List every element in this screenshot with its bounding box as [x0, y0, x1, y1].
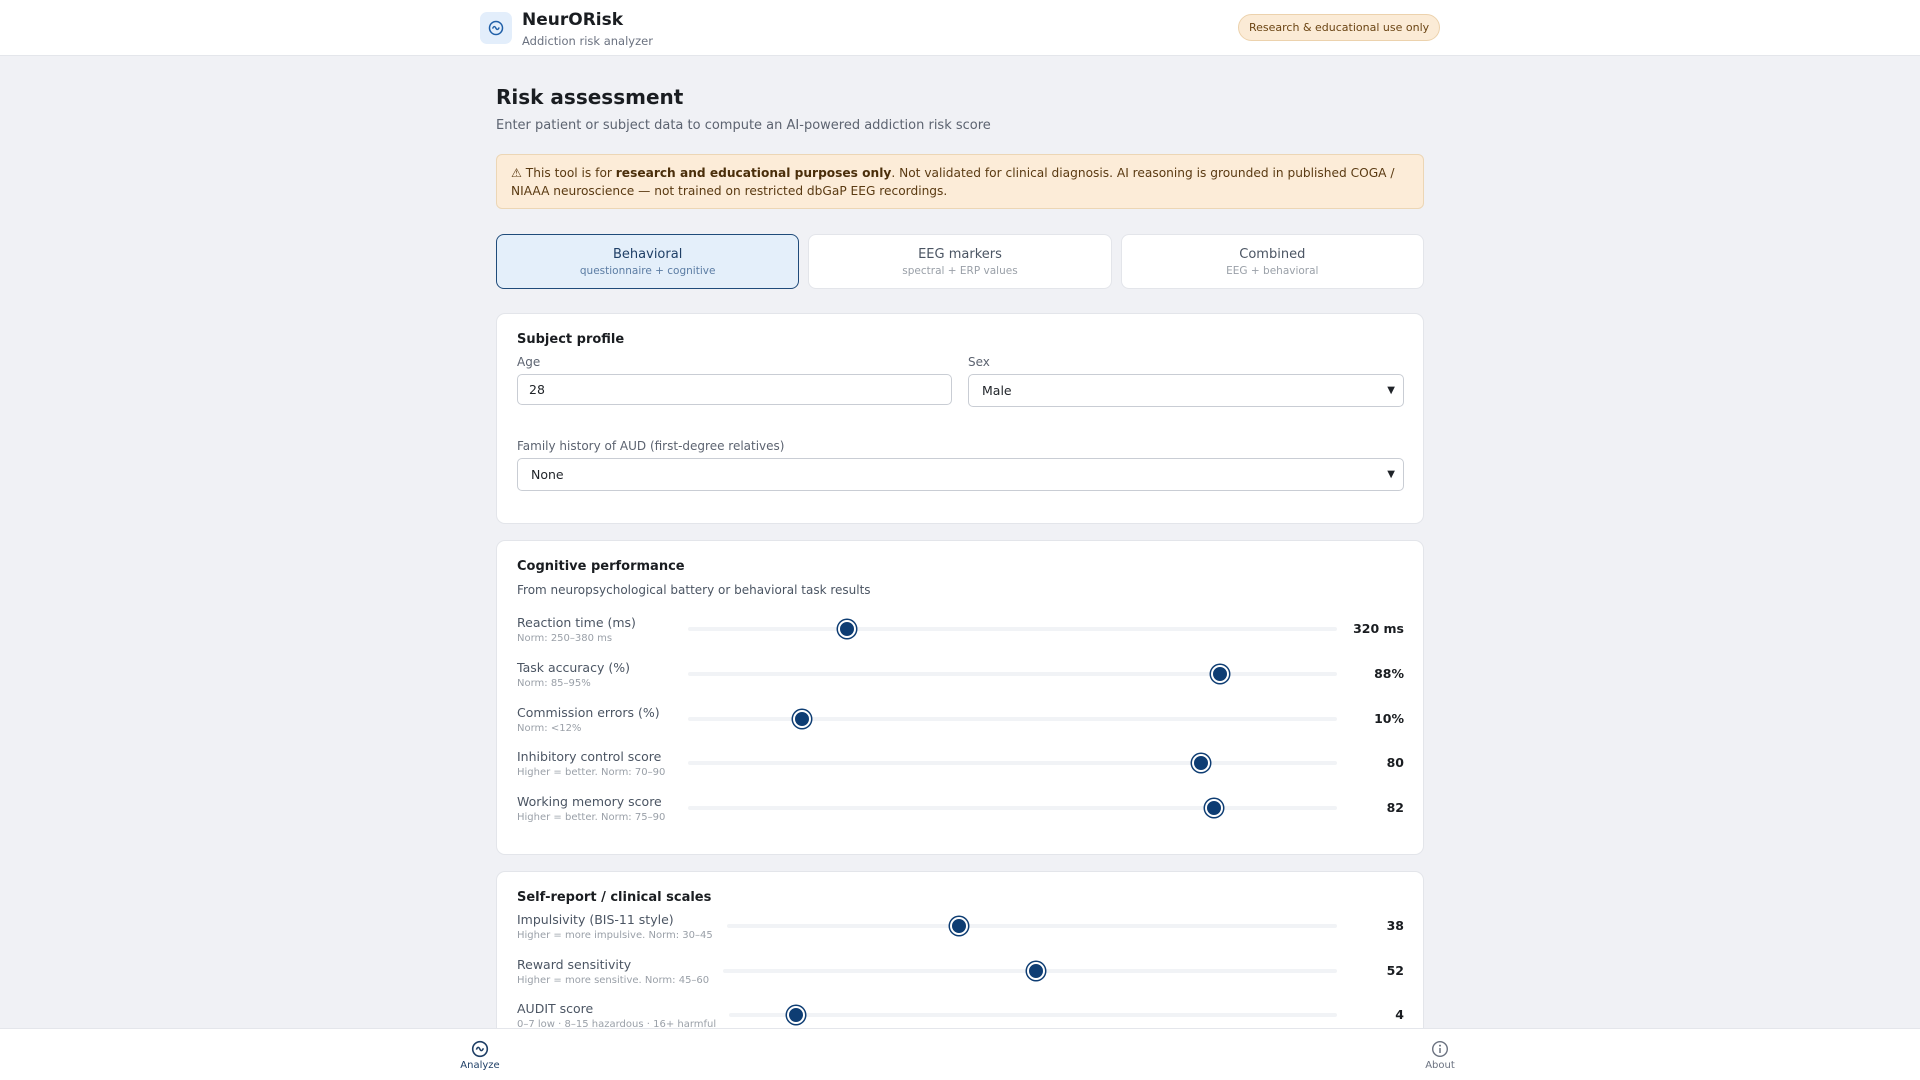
nav-about[interactable]: About	[1410, 1040, 1470, 1071]
reward-sensitivity-slider[interactable]	[723, 962, 1337, 980]
page-subtitle: Enter patient or subject data to compute…	[496, 118, 991, 133]
age-label: Age	[517, 355, 541, 369]
slider-thumb[interactable]	[1211, 665, 1230, 683]
slider-value: 320 ms	[1353, 621, 1404, 636]
audit-score-slider[interactable]	[729, 1006, 1337, 1024]
slider-thumb[interactable]	[1204, 799, 1223, 817]
slider-row-impulsivity: Impulsivity (BIS-11 style) Higher = more…	[517, 912, 1404, 941]
slider-value: 38	[1386, 918, 1404, 933]
slider-row-audit-score: AUDIT score 0–7 low · 8–15 hazardous · 1…	[517, 1001, 1404, 1030]
slider-thumb[interactable]	[838, 620, 856, 638]
slider-value: 10%	[1374, 711, 1404, 726]
slider-row-inhibitory-control: Inhibitory control score Higher = better…	[517, 749, 1404, 778]
chevron-down-icon: ▼	[1387, 469, 1395, 480]
warning-icon: ⚠	[511, 166, 522, 180]
slider-value: 88%	[1374, 666, 1404, 681]
slider-row-reaction-time: Reaction time (ms) Norm: 250–380 ms 320 …	[517, 615, 1404, 644]
slider-row-reward-sensitivity: Reward sensitivity Higher = more sensiti…	[517, 957, 1404, 986]
slider-value: 80	[1386, 755, 1404, 770]
slider-value: 82	[1386, 800, 1404, 815]
section-title: Cognitive performance	[517, 559, 685, 574]
disclaimer-banner: ⚠ This tool is for research and educatio…	[496, 154, 1424, 209]
tab-combined[interactable]: Combined EEG + behavioral	[1120, 234, 1424, 289]
slider-value: 52	[1386, 963, 1404, 978]
working-memory-slider[interactable]	[688, 799, 1337, 817]
reaction-time-slider[interactable]	[688, 620, 1337, 638]
app-title: NeurORisk	[522, 10, 624, 30]
waveform-circle-icon	[471, 1040, 489, 1058]
tab-behavioral[interactable]: Behavioral questionnaire + cognitive	[496, 234, 800, 289]
slider-thumb[interactable]	[1027, 962, 1046, 980]
info-icon	[1431, 1040, 1449, 1058]
waveform-circle-icon	[480, 12, 512, 44]
slider-thumb[interactable]	[949, 917, 968, 935]
nav-analyze[interactable]: Analyze	[450, 1040, 510, 1071]
page-title: Risk assessment	[496, 85, 684, 109]
app-subtitle: Addiction risk analyzer	[522, 34, 653, 48]
mode-tabs: Behavioral questionnaire + cognitive EEG…	[496, 234, 1424, 289]
brand: NeurORisk Addiction risk analyzer	[480, 10, 653, 48]
sex-select[interactable]: Male ▼	[968, 374, 1404, 407]
age-input[interactable]: 28	[517, 374, 952, 405]
commission-errors-slider[interactable]	[688, 710, 1337, 728]
slider-row-task-accuracy: Task accuracy (%) Norm: 85–95% 88%	[517, 660, 1404, 689]
inhibitory-control-slider[interactable]	[688, 754, 1337, 772]
top-bar: NeurORisk Addiction risk analyzer Resear…	[0, 0, 1920, 56]
family-history-label: Family history of AUD (first-degree rela…	[517, 439, 785, 453]
section-title: Subject profile	[517, 332, 625, 347]
family-history-select[interactable]: None ▼	[517, 458, 1404, 491]
tab-eeg-markers[interactable]: EEG markers spectral + ERP values	[808, 234, 1112, 289]
task-accuracy-slider[interactable]	[688, 665, 1337, 683]
slider-value: 4	[1395, 1007, 1404, 1022]
slider-thumb[interactable]	[792, 710, 811, 728]
cognitive-performance-card: Cognitive performance From neuropsycholo…	[496, 540, 1424, 855]
slider-thumb[interactable]	[1191, 754, 1210, 772]
research-use-badge: Research & educational use only	[1238, 14, 1441, 41]
subject-profile-card: Subject profile Age 28 Sex Male ▼ Family…	[496, 313, 1424, 524]
section-title: Self-report / clinical scales	[517, 890, 712, 905]
slider-row-working-memory: Working memory score Higher = better. No…	[517, 794, 1404, 823]
slider-row-commission-errors: Commission errors (%) Norm: <12% 10%	[517, 705, 1404, 734]
bottom-nav: Analyze About	[0, 1028, 1920, 1080]
sex-label: Sex	[968, 355, 990, 369]
section-description: From neuropsychological battery or behav…	[517, 583, 871, 597]
chevron-down-icon: ▼	[1387, 385, 1395, 396]
slider-thumb[interactable]	[786, 1006, 805, 1024]
impulsivity-slider[interactable]	[727, 917, 1337, 935]
